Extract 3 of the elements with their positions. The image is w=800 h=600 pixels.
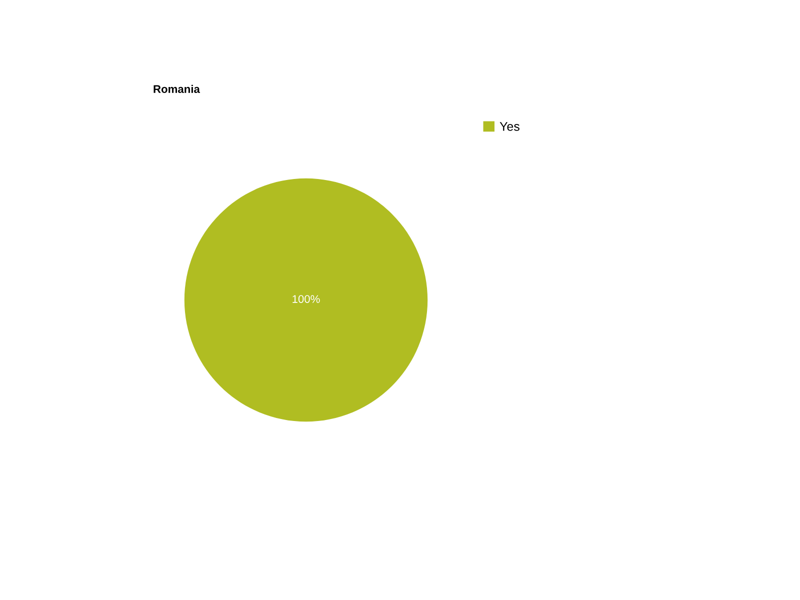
chart-title: Romania bbox=[154, 84, 200, 93]
legend-label: Yes bbox=[500, 122, 520, 131]
data-label: 100% bbox=[292, 295, 320, 303]
